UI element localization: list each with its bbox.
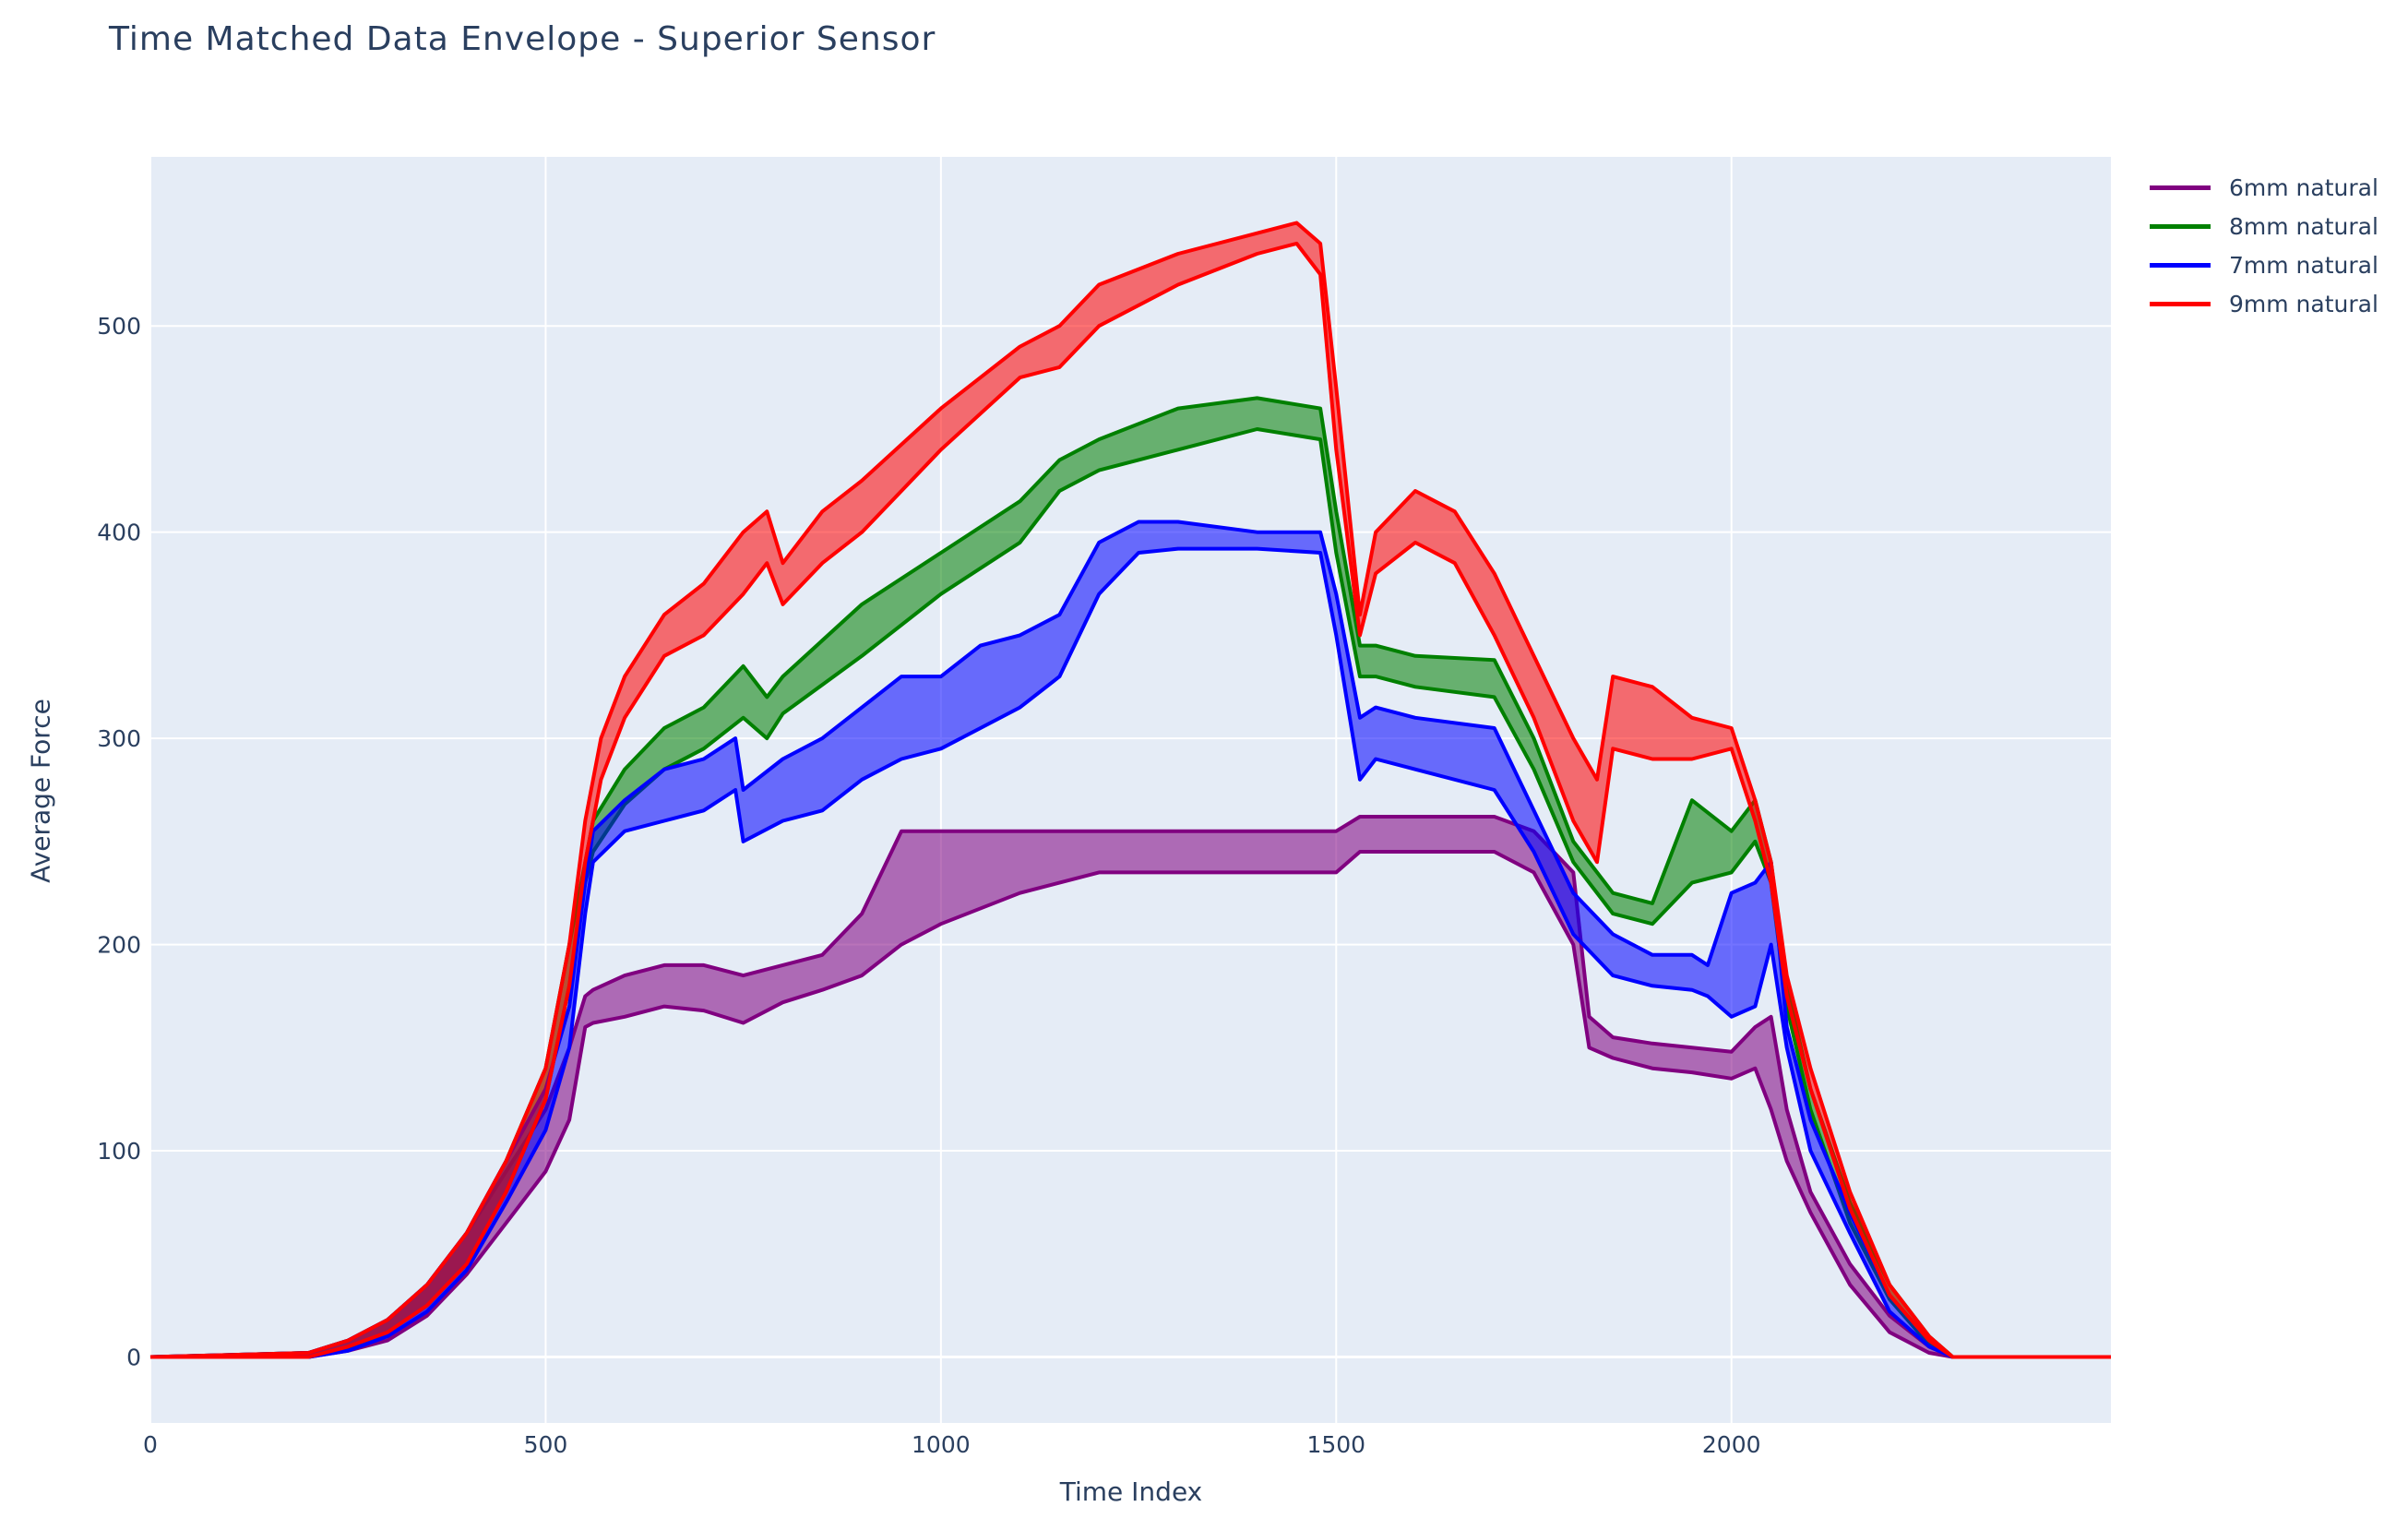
x-tick-label-1000: 1000 [912,1431,971,1458]
x-tick-label-1500: 1500 [1306,1431,1365,1458]
legend-label-7mm: 7mm natural [2229,251,2378,279]
legend-label-8mm: 8mm natural [2229,212,2378,240]
legend: 6mm natural 8mm natural 7mm natural 9mm … [2150,168,2378,323]
legend-swatch-7mm [2150,262,2211,268]
x-tick-label-2000: 2000 [1702,1431,1761,1458]
envelope-upper-line-9mm [149,221,2111,1359]
legend-label-6mm: 6mm natural [2229,173,2378,201]
envelope-upper-line-7mm [149,520,2111,1359]
y-tick-label-300: 300 [97,725,141,752]
y-tick-label-0: 0 [126,1344,141,1370]
legend-item-7mm[interactable]: 7mm natural [2150,245,2378,284]
legend-swatch-9mm [2150,301,2211,306]
chart-title: Time Matched Data Envelope - Superior Se… [109,20,936,58]
y-tick-label-100: 100 [97,1138,141,1165]
x-tick-label-0: 0 [143,1431,158,1458]
x-tick-label-500: 500 [524,1431,568,1458]
legend-label-9mm: 9mm natural [2229,290,2378,317]
envelope-lower-line-7mm [150,546,2111,1359]
envelope-lower-line-6mm [150,850,2111,1359]
y-tick-label-500: 500 [97,313,141,340]
legend-item-6mm[interactable]: 6mm natural [2150,168,2378,207]
legend-item-9mm[interactable]: 9mm natural [2150,284,2378,323]
y-tick-label-200: 200 [97,932,141,959]
x-axis-title: Time Index [1059,1476,1203,1507]
y-axis-title: Average Force [25,699,56,883]
y-tick-label-400: 400 [97,520,141,546]
envelope-fill-7mm [150,521,2111,1357]
plot-background [150,157,2111,1423]
legend-swatch-6mm [2150,185,2211,190]
legend-swatch-8mm [2150,223,2211,229]
legend-item-8mm[interactable]: 8mm natural [2150,207,2378,245]
envelope-lower-line-9mm [150,241,2111,1359]
